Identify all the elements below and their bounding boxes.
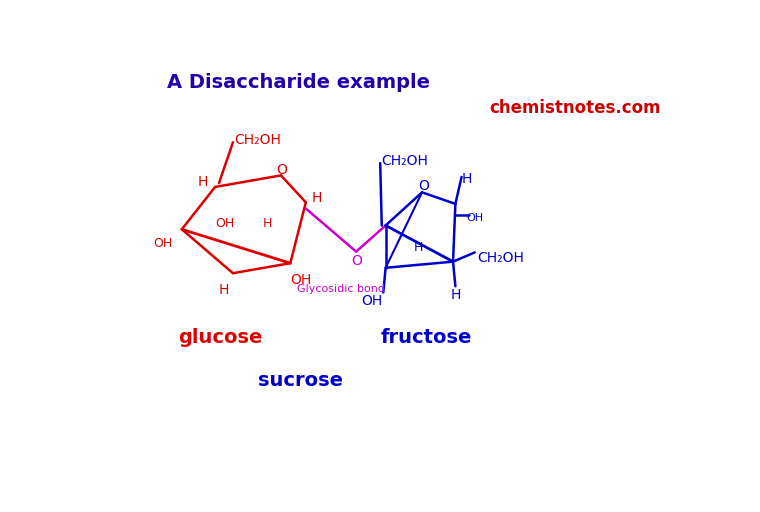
Text: OH: OH bbox=[466, 213, 483, 223]
Text: CH₂OH: CH₂OH bbox=[234, 133, 281, 147]
Text: O: O bbox=[418, 179, 429, 193]
Text: CH₂OH: CH₂OH bbox=[478, 251, 524, 265]
Text: H: H bbox=[413, 241, 423, 253]
Text: glucose: glucose bbox=[179, 328, 263, 347]
Text: H: H bbox=[450, 288, 461, 302]
Text: OH: OH bbox=[154, 237, 173, 250]
Text: OH: OH bbox=[216, 217, 235, 230]
Text: H: H bbox=[198, 175, 208, 189]
Text: H: H bbox=[312, 191, 321, 205]
Text: Glycosidic bond: Glycosidic bond bbox=[297, 284, 385, 294]
Text: H: H bbox=[462, 172, 472, 186]
Text: chemistnotes.com: chemistnotes.com bbox=[489, 99, 661, 117]
Text: O: O bbox=[277, 163, 287, 177]
Text: O: O bbox=[352, 254, 363, 268]
Text: fructose: fructose bbox=[381, 328, 473, 347]
Text: OH: OH bbox=[290, 273, 312, 287]
Text: OH: OH bbox=[361, 294, 382, 308]
Text: A Disaccharide example: A Disaccharide example bbox=[167, 74, 430, 93]
Text: H: H bbox=[218, 283, 229, 297]
Text: sucrose: sucrose bbox=[258, 372, 343, 391]
Text: CH₂OH: CH₂OH bbox=[382, 154, 429, 168]
Text: H: H bbox=[262, 217, 272, 230]
